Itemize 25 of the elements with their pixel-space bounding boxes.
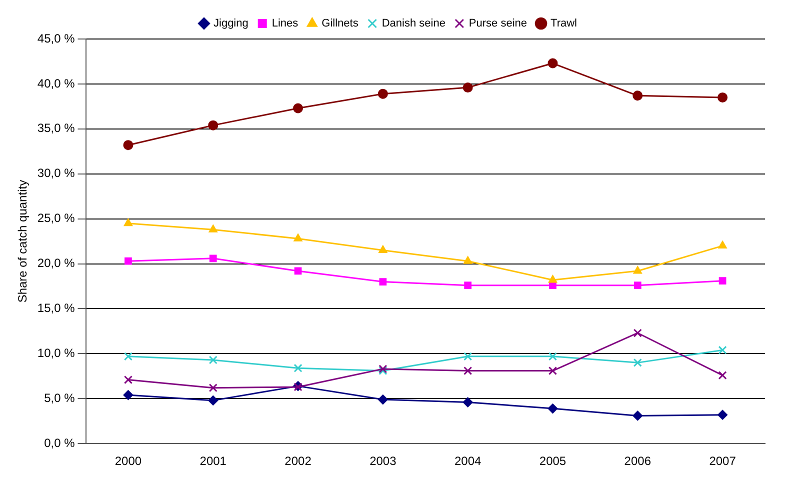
x-tick-label: 2003: [370, 454, 397, 468]
x-tick-label: 2004: [454, 454, 482, 468]
y-tick-label: 5,0 %: [44, 390, 76, 405]
legend-label: Jigging: [214, 18, 248, 30]
y-tick-label: 45,0 %: [37, 31, 76, 46]
legend-label: Trawl: [550, 18, 578, 30]
legend-label: Purse seine: [468, 18, 528, 30]
y-axis-title: Share of catch quantity: [16, 180, 30, 303]
x-tick-label: 2001: [200, 454, 227, 468]
y-tick-label: 40,0 %: [37, 76, 76, 90]
x-tick-label: 2005: [539, 454, 566, 468]
y-tick-label: 10,0 %: [37, 346, 76, 360]
x-tick-label: 2006: [624, 454, 652, 468]
y-tick-label: 15,0 %: [37, 301, 76, 316]
y-tick-label: 25,0 %: [37, 211, 76, 226]
legend-label: Gillnets: [322, 18, 359, 30]
legend-label: Danish seine: [382, 18, 446, 30]
y-tick-label: 0,0 %: [44, 436, 76, 450]
x-tick-label: 2007: [709, 454, 736, 468]
x-tick-label: 2002: [284, 454, 312, 468]
legend-label: Lines: [272, 18, 299, 30]
x-tick-label: 2000: [114, 454, 142, 468]
y-tick-label: 30,0 %: [37, 166, 76, 180]
y-tick-label: 20,0 %: [37, 256, 76, 270]
y-tick-label: 35,0 %: [37, 121, 76, 136]
